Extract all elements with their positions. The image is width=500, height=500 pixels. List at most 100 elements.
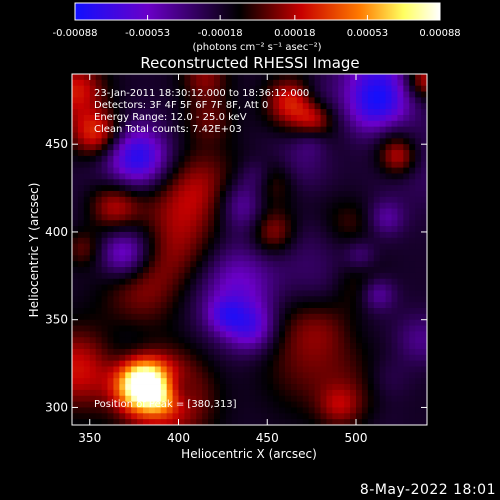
heatmap-cell — [113, 378, 120, 385]
heatmap-cell — [202, 261, 209, 268]
heatmap-cell — [391, 208, 398, 215]
heatmap-cell — [137, 237, 144, 245]
heatmap-cell — [326, 302, 333, 309]
heatmap-cell — [125, 319, 132, 326]
heatmap-cell — [154, 226, 162, 233]
heatmap-cell — [361, 249, 369, 256]
heatmap-cell — [332, 372, 339, 379]
heatmap-cell — [421, 185, 427, 192]
heatmap-cell — [119, 384, 126, 391]
heatmap-cell — [255, 325, 262, 332]
heatmap-cell — [231, 296, 239, 303]
heatmap-cell — [95, 378, 102, 385]
heatmap-cell — [320, 372, 327, 379]
heatmap-cell — [107, 389, 114, 397]
heatmap-cell — [409, 155, 416, 163]
heatmap-cell — [385, 231, 392, 239]
heatmap-cell — [314, 413, 321, 420]
heatmap-cell — [356, 313, 363, 321]
heatmap-cell — [320, 337, 327, 344]
heatmap-cell — [89, 272, 97, 280]
heatmap-cell — [184, 150, 191, 157]
heatmap-cell — [326, 401, 333, 408]
heatmap-cell — [350, 348, 357, 356]
heatmap-cell — [308, 360, 315, 367]
heatmap-cell — [143, 401, 150, 408]
heatmap-cell — [219, 354, 227, 362]
heatmap-cell — [190, 85, 197, 92]
heatmap-cell — [113, 366, 120, 373]
heatmap-cell — [148, 401, 156, 408]
heatmap-cell — [397, 155, 404, 163]
heatmap-cell — [148, 167, 156, 174]
heatmap-cell — [72, 202, 79, 209]
heatmap-cell — [160, 325, 168, 332]
heatmap-cell — [196, 132, 203, 139]
heatmap-cell — [314, 191, 321, 198]
heatmap-cell — [107, 202, 114, 209]
heatmap-cell — [107, 138, 114, 145]
heatmap-cell — [95, 109, 102, 116]
heatmap-cell — [214, 372, 221, 379]
heatmap-cell — [107, 85, 114, 92]
heatmap-cell — [320, 109, 327, 116]
heatmap-cell — [361, 208, 369, 215]
heatmap-cell — [350, 401, 357, 408]
heatmap-cell — [361, 97, 369, 104]
heatmap-cell — [255, 308, 262, 315]
heatmap-cell — [361, 272, 369, 280]
heatmap-cell — [225, 161, 233, 168]
heatmap-cell — [154, 319, 162, 326]
heatmap-cell — [350, 202, 357, 209]
heatmap-cell — [225, 231, 233, 239]
heatmap-cell — [332, 191, 339, 198]
heatmap-cell — [285, 126, 292, 133]
heatmap-cell — [214, 167, 221, 174]
heatmap-cell — [101, 378, 108, 385]
heatmap-cell — [285, 308, 292, 315]
heatmap-cell — [166, 331, 173, 338]
heatmap-cell — [202, 302, 209, 309]
heatmap-cell — [202, 372, 209, 379]
heatmap-cell — [178, 196, 185, 204]
heatmap-cell — [367, 395, 375, 402]
heatmap-cell — [397, 366, 404, 373]
heatmap-cell — [101, 103, 108, 110]
heatmap-cell — [332, 144, 339, 151]
heatmap-cell — [131, 202, 138, 209]
heatmap-cell — [415, 366, 422, 373]
heatmap-cell — [89, 343, 97, 350]
heatmap-cell — [421, 395, 427, 402]
heatmap-cell — [314, 278, 321, 285]
heatmap-cell — [296, 255, 304, 262]
heatmap-cell — [95, 114, 102, 122]
heatmap-cell — [415, 384, 422, 391]
heatmap-cell — [403, 313, 410, 321]
heatmap-cell — [190, 290, 197, 297]
heatmap-cell — [356, 167, 363, 174]
heatmap — [72, 74, 427, 425]
heatmap-cell — [308, 226, 315, 233]
heatmap-cell — [190, 360, 197, 367]
heatmap-cell — [172, 74, 179, 81]
heatmap-cell — [350, 249, 357, 256]
heatmap-cell — [89, 120, 97, 128]
heatmap-cell — [160, 120, 168, 128]
heatmap-cell — [350, 150, 357, 157]
heatmap-cell — [367, 185, 375, 192]
heatmap-cell — [356, 79, 363, 87]
heatmap-cell — [77, 74, 85, 81]
heatmap-cell — [397, 226, 404, 233]
heatmap-cell — [373, 97, 381, 104]
heatmap-cell — [172, 255, 179, 262]
heatmap-cell — [350, 337, 357, 344]
heatmap-cell — [332, 155, 339, 163]
heatmap-cell — [373, 378, 381, 385]
heatmap-cell — [143, 120, 150, 128]
heatmap-cell — [338, 114, 345, 122]
heatmap-cell — [196, 319, 203, 326]
heatmap-cell — [261, 214, 268, 221]
heatmap-cell — [391, 343, 398, 350]
heatmap-cell — [367, 378, 375, 385]
heatmap-cell — [137, 337, 144, 344]
